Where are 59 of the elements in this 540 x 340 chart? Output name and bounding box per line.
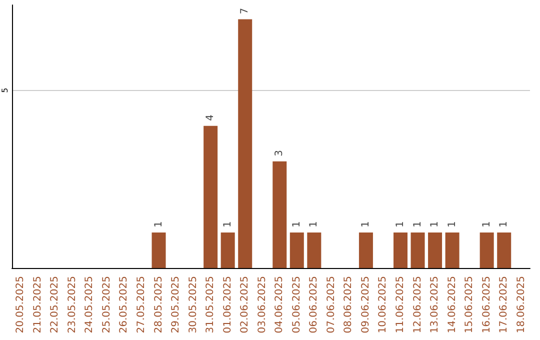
x-tick-label: 31.05.2025 <box>205 276 216 334</box>
bar <box>445 232 460 268</box>
data-label: 1 <box>395 221 406 228</box>
data-label: 4 <box>205 114 216 121</box>
x-tick-label: 20.05.2025 <box>15 276 26 334</box>
data-label: 1 <box>291 221 302 228</box>
x-tick-label: 04.06.2025 <box>274 276 286 334</box>
data-label: 1 <box>222 221 234 228</box>
x-tick-label: 25.05.2025 <box>101 276 112 334</box>
x-tick-label: 17.06.2025 <box>498 276 510 334</box>
bar <box>497 232 512 268</box>
x-tick-label: 01.06.2025 <box>222 276 234 334</box>
data-label: 1 <box>153 221 164 228</box>
bar <box>307 232 322 268</box>
x-tick-label: 12.06.2025 <box>412 276 424 334</box>
x-tick-label: 18.06.2025 <box>516 276 527 334</box>
x-tick-label: 13.06.2025 <box>430 276 441 334</box>
x-tick-label: 15.06.2025 <box>464 276 476 334</box>
bar <box>272 161 287 268</box>
data-label: 1 <box>498 221 510 228</box>
bar <box>238 19 252 268</box>
x-tick-label: 07.06.2025 <box>326 276 337 334</box>
data-label: 7 <box>240 8 251 14</box>
y-tick-label: 5 <box>0 88 10 93</box>
data-label: 1 <box>412 221 424 228</box>
x-tick-label: 05.06.2025 <box>291 276 302 334</box>
data-label: 1 <box>446 221 458 228</box>
x-tick-label: 11.06.2025 <box>395 276 406 334</box>
bar <box>394 232 408 268</box>
data-label: 3 <box>274 150 286 156</box>
x-tick-label: 21.05.2025 <box>32 276 44 334</box>
x-tick-label: 22.05.2025 <box>50 276 61 334</box>
data-label: 1 <box>360 221 372 228</box>
x-tick-label: 09.06.2025 <box>360 276 372 334</box>
data-label: 1 <box>308 221 320 228</box>
x-tick-label: 03.06.2025 <box>256 276 268 334</box>
x-tick-label: 08.06.2025 <box>343 276 354 334</box>
data-label: 1 <box>430 221 441 228</box>
bar <box>480 232 494 268</box>
x-tick-label: 10.06.2025 <box>378 276 389 334</box>
bar <box>290 232 304 268</box>
x-tick-label: 29.05.2025 <box>170 276 182 334</box>
x-tick-label: 06.06.2025 <box>308 276 320 334</box>
x-tick-label: 14.06.2025 <box>446 276 458 334</box>
bar <box>358 232 373 268</box>
x-tick-label: 28.05.2025 <box>153 276 164 334</box>
x-tick-label: 24.05.2025 <box>84 276 96 334</box>
data-label: 1 <box>481 221 492 228</box>
x-tick-label: 27.05.2025 <box>136 276 147 334</box>
bar <box>152 232 166 268</box>
bar <box>428 232 442 268</box>
x-tick-label: 26.05.2025 <box>118 276 130 334</box>
x-tick-label: 16.06.2025 <box>481 276 492 334</box>
x-tick-label: 23.05.2025 <box>66 276 78 334</box>
bar <box>204 126 218 268</box>
x-tick-label: 30.05.2025 <box>188 276 199 334</box>
bar <box>220 232 235 268</box>
bar <box>410 232 425 268</box>
x-tick-label: 02.06.2025 <box>240 276 251 334</box>
